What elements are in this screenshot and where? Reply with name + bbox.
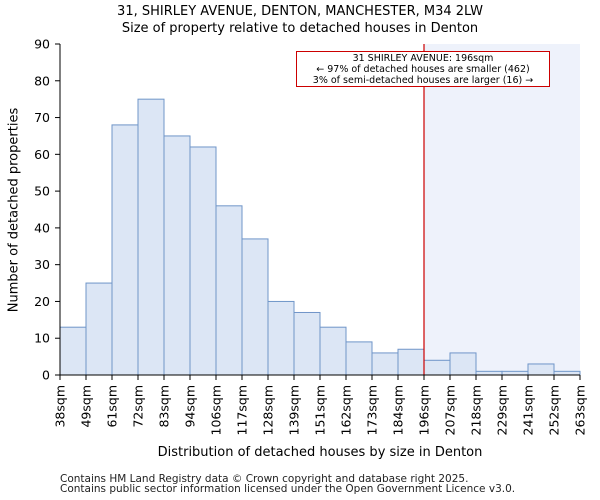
x-tick-label: 117sqm (235, 385, 250, 435)
chart-subtitle: Size of property relative to detached ho… (121, 21, 479, 36)
x-tick-label: 151sqm (313, 385, 328, 435)
y-tick-label: 30 (34, 257, 50, 272)
x-tick-label: 218sqm (469, 385, 484, 435)
footer-line-2: Contains public sector information licen… (60, 483, 516, 495)
bar-196sqm (423, 359, 451, 376)
x-tick-label: 162sqm (339, 385, 354, 435)
annotation-line-1: 31 SHIRLEY AVENUE: 196sqm (352, 53, 494, 64)
y-tick-label: 10 (34, 331, 50, 346)
x-tick-label: 173sqm (365, 385, 380, 435)
x-tick-label: 229sqm (495, 385, 510, 435)
marker-annotation: 31 SHIRLEY AVENUE: 196sqm ← 97% of detac… (296, 51, 550, 87)
bar-94sqm (189, 146, 217, 376)
bar-252sqm (553, 370, 581, 376)
x-tick-label: 139sqm (287, 385, 302, 435)
bar-162sqm (345, 341, 373, 376)
bar-49sqm (85, 282, 113, 376)
x-tick-label: 61sqm (105, 385, 120, 428)
annotation-line-3: 3% of semi-detached houses are larger (1… (312, 75, 534, 86)
x-tick-label: 128sqm (261, 385, 276, 435)
x-tick-label: 252sqm (547, 385, 562, 435)
highlight-region (424, 44, 580, 375)
bar-241sqm (527, 363, 555, 376)
y-tick-label: 0 (42, 368, 50, 383)
bar-184sqm (397, 348, 425, 376)
x-tick-label: 263sqm (573, 385, 588, 435)
y-tick-label: 40 (34, 220, 50, 235)
bar-139sqm (293, 311, 321, 376)
x-tick-label: 49sqm (79, 385, 94, 428)
x-tick-label: 207sqm (443, 385, 458, 435)
y-tick-label: 80 (34, 73, 50, 88)
bar-72sqm (137, 98, 165, 376)
bar-38sqm (59, 326, 87, 376)
annotation-line-2: ← 97% of detached houses are smaller (46… (316, 64, 530, 75)
x-tick-label: 83sqm (157, 385, 172, 428)
bar-117sqm (241, 238, 269, 376)
x-tick-label: 241sqm (521, 385, 536, 435)
chart-title: 31, SHIRLEY AVENUE, DENTON, MANCHESTER, … (117, 4, 483, 19)
bar-83sqm (163, 135, 191, 376)
bar-151sqm (319, 326, 347, 376)
footer-line-1: Contains HM Land Registry data © Crown c… (60, 473, 469, 485)
bar-218sqm (475, 370, 503, 376)
y-tick-label: 50 (34, 184, 50, 199)
y-tick-label: 20 (34, 294, 50, 309)
bar-207sqm (449, 352, 477, 376)
x-tick-label: 94sqm (183, 385, 198, 428)
bar-106sqm (215, 205, 243, 376)
x-tick-label: 72sqm (131, 385, 146, 428)
bar-229sqm (501, 370, 529, 376)
y-tick-label: 90 (34, 37, 50, 52)
bar-61sqm (111, 124, 139, 376)
y-axis-label: Number of detached properties (6, 107, 22, 313)
x-tick-label: 196sqm (417, 385, 432, 435)
y-tick-label: 70 (34, 110, 50, 125)
x-tick-label: 184sqm (391, 385, 406, 435)
x-tick-label: 38sqm (53, 385, 68, 428)
bar-173sqm (371, 352, 399, 376)
x-tick-label: 106sqm (209, 385, 224, 435)
x-axis-label: Distribution of detached houses by size … (157, 445, 483, 460)
bar-128sqm (267, 300, 295, 376)
y-tick-label: 60 (34, 147, 50, 162)
